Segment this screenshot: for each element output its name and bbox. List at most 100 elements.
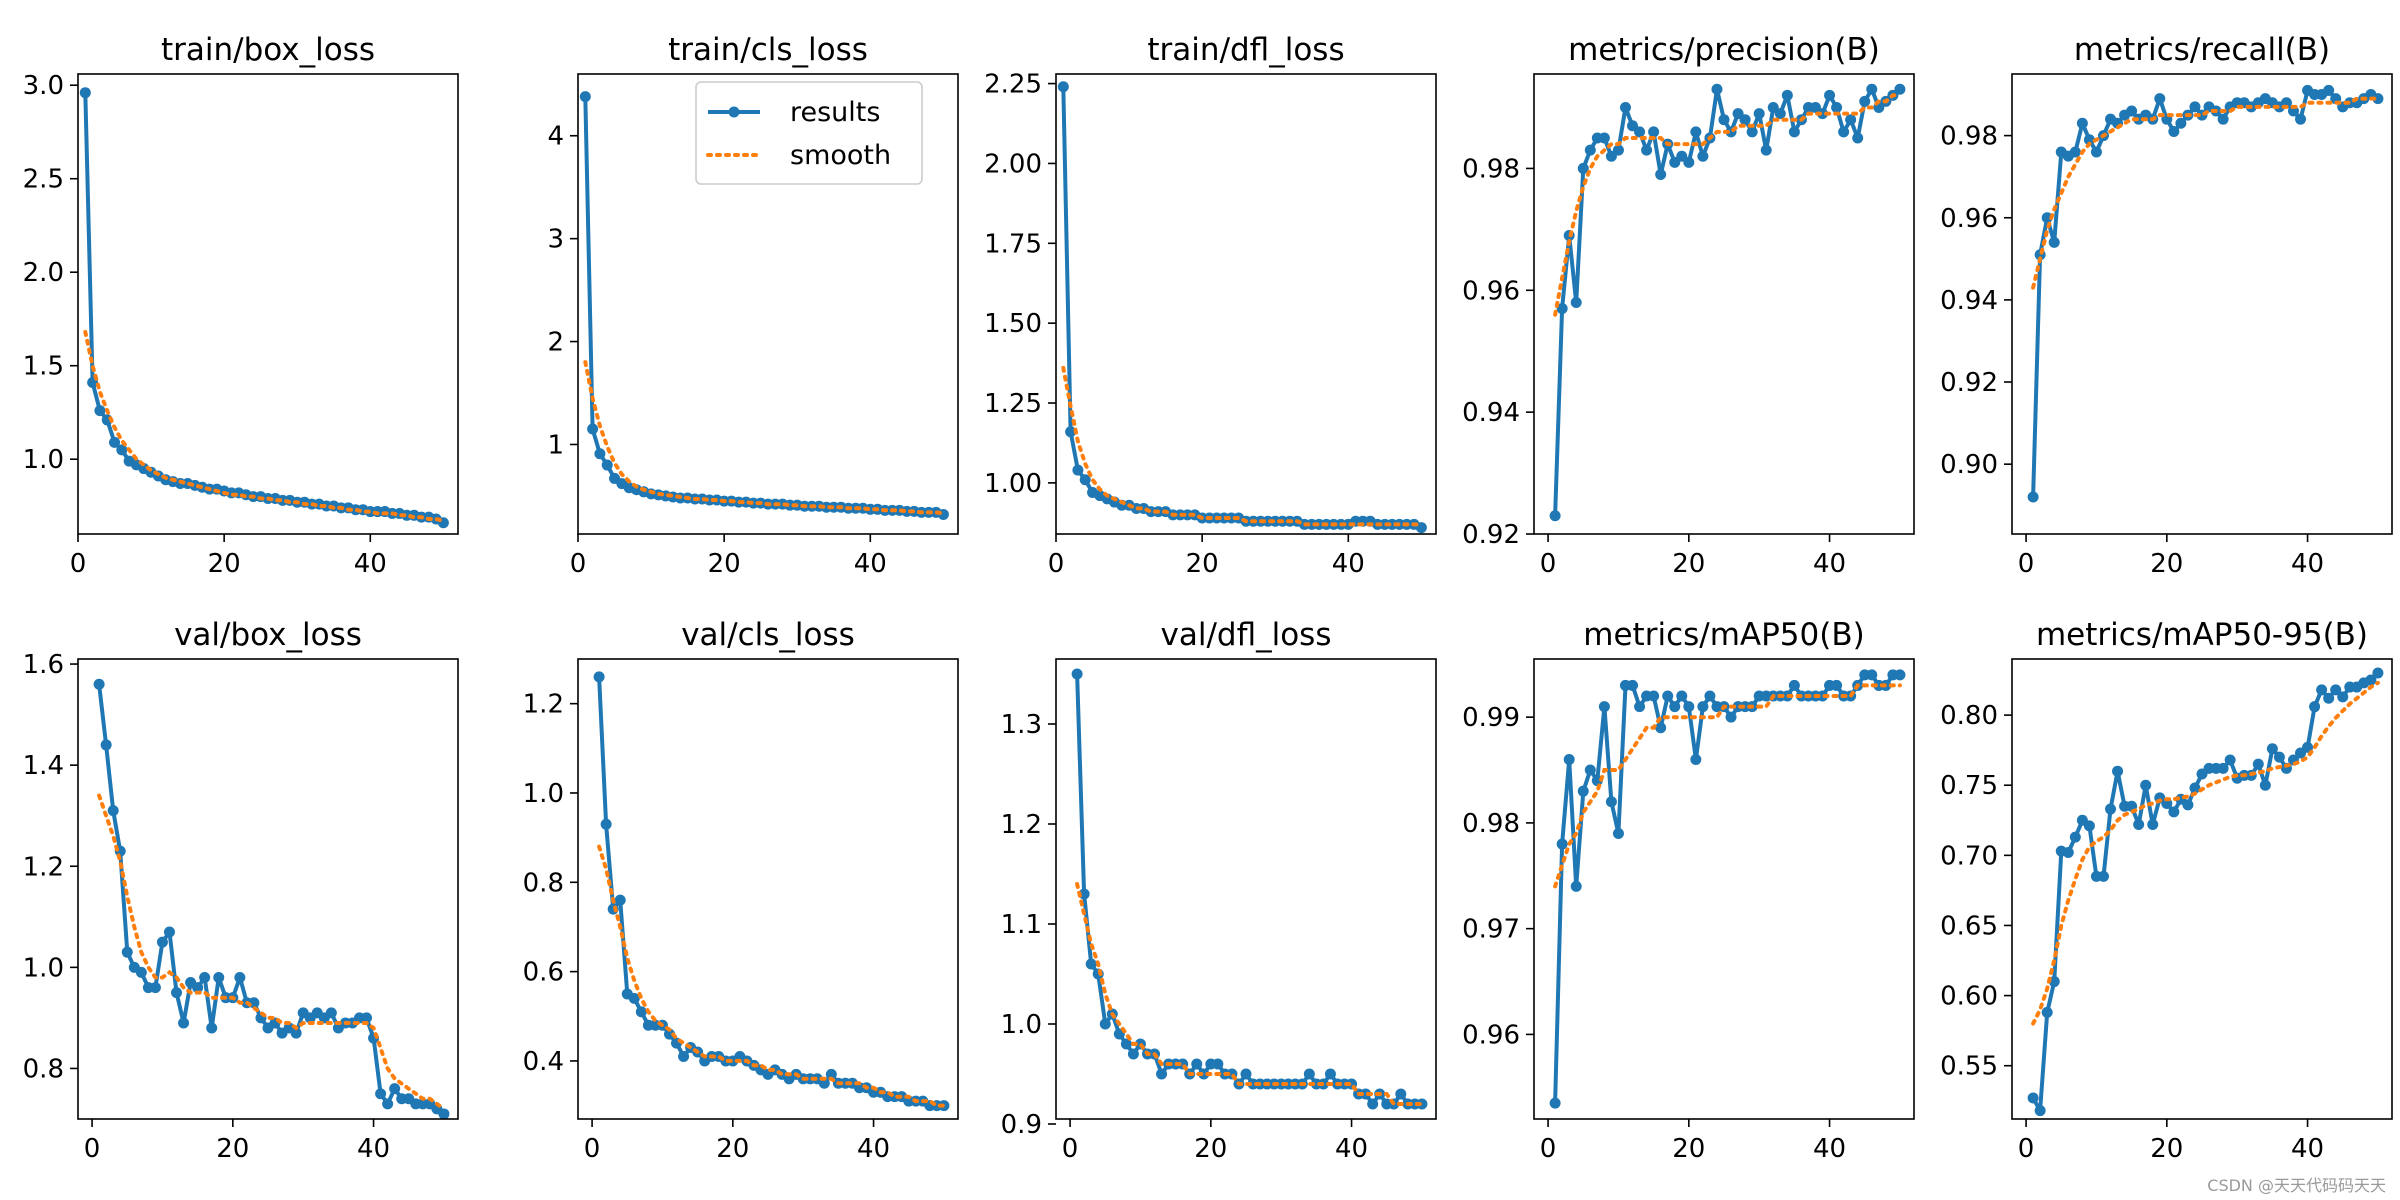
legend: results smooth [695, 81, 923, 185]
results-point [1725, 711, 1737, 723]
results-point [1676, 690, 1688, 702]
results-point [2330, 684, 2342, 696]
results-point [375, 1088, 387, 1100]
legend-smooth-label: smooth [790, 140, 891, 171]
results-point [2083, 820, 2095, 832]
results-point [1697, 150, 1709, 162]
results-point [1788, 126, 1800, 138]
results-series-line [597, 676, 944, 1108]
y-tick-label: 0.94 [1462, 398, 1520, 428]
results-point [2224, 754, 2236, 766]
results-point [1085, 958, 1097, 970]
results-point [438, 1108, 450, 1120]
results-point [2076, 117, 2088, 129]
results-point [2295, 113, 2307, 125]
results-point [601, 459, 613, 471]
axes-frame [2011, 73, 2393, 535]
results-point [2105, 803, 2117, 815]
results-point [1866, 669, 1878, 681]
results-point [178, 1017, 190, 1029]
axes-frame [1533, 658, 1915, 1120]
subplot-title: val/box_loss [174, 617, 362, 653]
results-point [1071, 668, 1083, 680]
x-tick-label: 0 [1062, 1134, 1079, 1164]
results-point [1634, 701, 1646, 713]
y-tick-label: 2.0 [23, 258, 64, 288]
results-point [156, 936, 168, 948]
results-point [2372, 93, 2384, 105]
x-tick-label: 40 [1813, 549, 1846, 579]
results-point [2168, 126, 2180, 137]
results-point [2182, 799, 2194, 811]
results-point [1788, 679, 1800, 691]
results-point [2027, 1092, 2039, 1104]
results-point [1556, 303, 1568, 315]
legend-results-label: results [790, 97, 880, 128]
results-point [2316, 684, 2328, 696]
results-series-line [1061, 86, 1423, 530]
y-tick-label: 0.60 [1940, 982, 1998, 1012]
results-point [1127, 1048, 1139, 1060]
results-point [107, 805, 119, 817]
results-series-line [83, 92, 445, 525]
results-point [1605, 796, 1617, 808]
y-tick-label: 4 [547, 122, 564, 152]
results-point [635, 1006, 647, 1018]
results-point [79, 87, 91, 99]
results-point [2048, 236, 2060, 248]
results-point [1065, 426, 1077, 438]
y-tick-label: 0.75 [1940, 771, 1998, 801]
results-point [1894, 669, 1906, 681]
results-point [206, 1022, 218, 1034]
results-point [1570, 296, 1582, 308]
legend-results-marker [728, 106, 740, 118]
results-point [1549, 510, 1561, 522]
subplot-4: metrics/recall(B) 0 20 40 0.90 0.92 0.94 0.96 0.… [1940, 32, 2393, 579]
results-point [2097, 870, 2109, 882]
results-point [2259, 779, 2271, 791]
y-tick-label: 1.2 [23, 852, 64, 882]
results-point [1817, 108, 1829, 120]
results-point [1894, 83, 1906, 95]
results-point [2175, 117, 2187, 129]
results-point [1774, 108, 1786, 120]
results-point [1648, 690, 1660, 702]
results-point [1099, 1018, 1111, 1030]
results-point [1838, 126, 1850, 138]
results-point [1781, 89, 1793, 101]
results-point [2189, 101, 2201, 113]
results-point [1577, 162, 1589, 174]
subplot-8: metrics/mAP50(B) 0 20 40 0.96 0.97 0.98 0.99 [1462, 617, 1915, 1164]
x-tick-label: 20 [1186, 549, 1219, 579]
x-tick-label: 40 [2291, 549, 2324, 579]
y-tick-label: 0.70 [1940, 841, 1998, 871]
y-tick-label: 0.94 [1940, 286, 1998, 316]
results-point [135, 966, 147, 978]
results-series-line [1553, 87, 1902, 516]
y-tick-label: 2.25 [984, 70, 1042, 100]
results-point [192, 982, 204, 994]
y-tick-label: 0.9 [1001, 1110, 1042, 1140]
results-point [1612, 144, 1624, 156]
results-point [1367, 1098, 1379, 1110]
watermark: CSDN @天天代码码天天 [2207, 1176, 2386, 1195]
results-point [1831, 679, 1843, 691]
results-point [1662, 690, 1674, 702]
y-tick-label: 1.25 [984, 389, 1042, 419]
results-point [2069, 146, 2081, 158]
x-tick-label: 0 [84, 1134, 101, 1164]
y-tick-label: 2 [547, 328, 564, 358]
x-tick-label: 40 [354, 549, 387, 579]
y-tick-label: 1.0 [23, 953, 64, 983]
results-point [1711, 83, 1723, 95]
results-point [1669, 701, 1681, 713]
axes-frame [577, 658, 959, 1120]
x-tick-label: 0 [570, 549, 587, 579]
results-point [1859, 95, 1871, 107]
axes-frame [1055, 658, 1437, 1120]
results-point [2372, 667, 2384, 679]
results-point [1718, 114, 1730, 126]
results-point [2217, 113, 2229, 125]
subplot-title: train/cls_loss [668, 32, 868, 68]
y-tick-label: 0.98 [1462, 154, 1520, 184]
